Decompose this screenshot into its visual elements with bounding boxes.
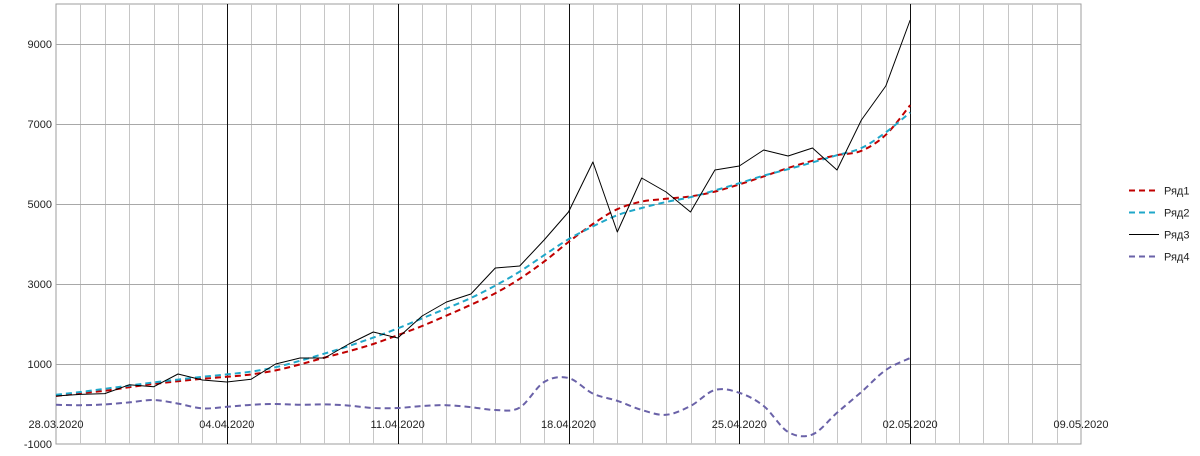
- y-tick-label: 5000: [28, 199, 52, 211]
- x-axis-ticks: 28.03.2020 04.04.2020 11.04.2020 18.04.2020…: [28, 419, 1108, 431]
- series-line-4: [55, 357, 911, 438]
- plot-frame: [55, 3, 1082, 445]
- x-tick-label: 18.04.2020: [541, 419, 596, 431]
- series-line-3: [55, 19, 911, 397]
- y-tick-label: 3000: [28, 279, 52, 291]
- x-tick-label: 04.04.2020: [199, 419, 254, 431]
- y-tick-label: 7000: [28, 119, 52, 131]
- grid-major: [56, 4, 1081, 444]
- legend-item: Ряд1: [1129, 186, 1189, 198]
- x-tick-label: 02.05.2020: [883, 419, 938, 431]
- y-axis-ticks: -1000 1000 3000 5000 7000 9000: [24, 39, 52, 451]
- legend-label: Ряд3: [1164, 230, 1189, 242]
- series-layer: [55, 19, 911, 438]
- legend-label: Ряд2: [1164, 208, 1189, 220]
- series-line-2: [55, 111, 911, 396]
- legend-item: Ряд2: [1129, 208, 1189, 220]
- x-tick-label: 25.04.2020: [712, 419, 767, 431]
- x-tick-label: 28.03.2020: [28, 419, 83, 431]
- legend-item: Ряд4: [1129, 252, 1189, 264]
- x-tick-label: 09.05.2020: [1053, 419, 1108, 431]
- legend: Ряд1 Ряд2 Ряд3 Ряд4: [1129, 186, 1189, 264]
- legend-label: Ряд1: [1164, 186, 1189, 198]
- y-tick-label: 9000: [28, 39, 52, 51]
- legend-label: Ряд4: [1164, 252, 1189, 264]
- series-line-1: [55, 104, 911, 397]
- legend-item: Ряд3: [1129, 230, 1189, 242]
- x-tick-label: 11.04.2020: [371, 419, 425, 431]
- y-tick-label: -1000: [24, 439, 52, 451]
- y-tick-label: 1000: [28, 359, 52, 371]
